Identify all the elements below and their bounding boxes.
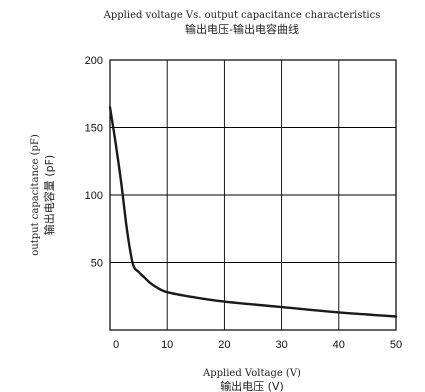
x-tick-labels: 0 10 20 30 40 50 bbox=[113, 339, 402, 351]
x-tick-label: 30 bbox=[275, 339, 287, 351]
series-line bbox=[108, 106, 398, 318]
y-tick-label: 50 bbox=[91, 258, 103, 270]
x-tick-label: 50 bbox=[390, 339, 402, 351]
y-tick-labels: 50 100 150 200 bbox=[85, 55, 103, 270]
x-tick-label: 40 bbox=[333, 339, 345, 351]
x-axis-label: Applied Voltage (V) bbox=[202, 368, 301, 379]
y-axis-label-cn: 输出电容量 (pF) bbox=[42, 155, 56, 235]
x-tick-label: 10 bbox=[161, 339, 173, 351]
chart-subtitle: 输出电压-输出电容曲线 bbox=[185, 22, 299, 36]
plot-frame bbox=[109, 59, 397, 331]
y-tick-label: 150 bbox=[85, 123, 103, 135]
x-tick-label: 0 bbox=[113, 339, 119, 351]
chart-title: Applied voltage Vs. output capacitance c… bbox=[103, 10, 381, 21]
x-axis-label-cn: 输出电压 (V) bbox=[220, 379, 284, 392]
y-axis-label: output capacitance (pF) bbox=[30, 134, 41, 256]
x-tick-label: 20 bbox=[218, 339, 230, 351]
y-tick-label: 200 bbox=[85, 55, 103, 67]
plot-grid bbox=[110, 60, 396, 330]
y-tick-label: 100 bbox=[85, 190, 103, 202]
